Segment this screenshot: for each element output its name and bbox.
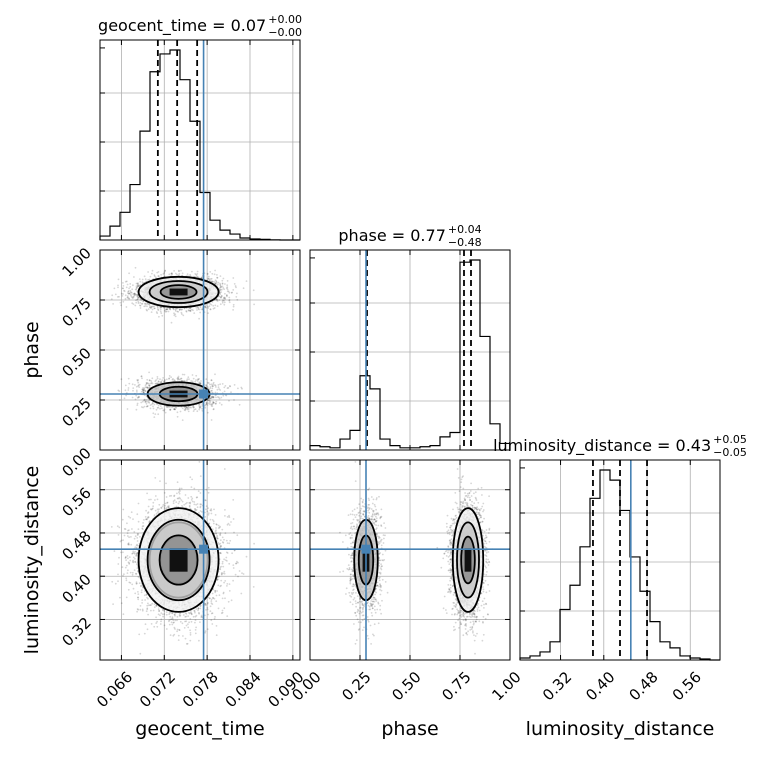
- title-sub-phase: −0.48: [448, 236, 482, 249]
- contour-geocent_time-vs-phase-0-1: [148, 280, 209, 304]
- histogram-geocent_time: [99, 49, 300, 241]
- panel-title-luminosity_distance: luminosity_distance = 0.43 +0.05−0.05: [493, 433, 747, 459]
- panel-frame-phase-vs-luminosity_distance: [309, 459, 511, 661]
- ytick-label-luminosity_distance-0: 0.32: [58, 614, 94, 650]
- contour-geocent_time-vs-phase-0-0: [137, 275, 220, 309]
- panel-frame-geocent_time-vs-luminosity_distance: [99, 459, 301, 661]
- density-peak-geocent_time-vs-luminosity_distance-1: [169, 548, 188, 572]
- contour-geocent_time-vs-luminosity_distance-0-0: [137, 507, 220, 613]
- truth-point-phase-vs-luminosity_distance: [361, 544, 371, 554]
- title-sup-luminosity_distance: +0.05: [713, 433, 747, 446]
- ytick-label-phase-4: 1.00: [58, 244, 94, 280]
- panel-frame-phase: [309, 249, 511, 451]
- title-sub-geocent_time: −0.00: [268, 26, 302, 39]
- truth-point-geocent_time-vs-phase: [199, 389, 209, 399]
- panel-title-geocent_time: geocent_time = 0.07 +0.00−0.00: [98, 13, 302, 39]
- panel-title-phase: phase = 0.77 +0.04−0.48: [338, 223, 481, 249]
- xtick-label-luminosity_distance-1: 0.40: [582, 668, 618, 704]
- xtick-label-geocent_time-2: 0.078: [179, 668, 222, 711]
- ytick-label-phase-1: 0.25: [58, 394, 94, 430]
- xtick-label-geocent_time-3: 0.084: [222, 668, 265, 711]
- xtick-label-luminosity_distance-0: 0.32: [539, 668, 575, 704]
- ytick-label-phase-3: 0.75: [58, 294, 94, 330]
- truth-point-geocent_time-vs-luminosity_distance: [199, 544, 209, 554]
- contour-phase-vs-luminosity_distance-0-0: [451, 507, 485, 613]
- xtick-label-phase-2: 0.50: [388, 668, 424, 704]
- ytick-label-luminosity_distance-2: 0.48: [58, 527, 94, 563]
- x-axis-label-phase: phase: [381, 718, 438, 740]
- ytick-label-luminosity_distance-1: 0.40: [58, 570, 94, 606]
- xtick-label-geocent_time-0: 0.066: [93, 668, 136, 711]
- xtick-label-phase-3: 0.75: [438, 668, 474, 704]
- xtick-label-phase-4: 1.00: [488, 668, 524, 704]
- panel-frame-geocent_time: [99, 39, 301, 241]
- xtick-label-phase-1: 0.25: [338, 668, 374, 704]
- contour-geocent_time-vs-phase-0-2: [159, 284, 198, 300]
- panel-frame-geocent_time-vs-phase: [99, 249, 301, 451]
- ytick-label-luminosity_distance-3: 0.56: [58, 484, 94, 520]
- x-axis-label-luminosity_distance: luminosity_distance: [526, 718, 715, 740]
- panel-frame-luminosity_distance: [519, 459, 721, 661]
- density-peak-phase-vs-luminosity_distance-0: [464, 548, 472, 572]
- y-axis-label-phase: phase: [21, 321, 43, 378]
- title-main-phase: phase = 0.77: [338, 226, 445, 245]
- contour-phase-vs-luminosity_distance-0-2: [460, 535, 476, 585]
- xtick-label-luminosity_distance-3: 0.56: [669, 668, 705, 704]
- density-peak-geocent_time-vs-phase-0: [169, 288, 188, 296]
- y-axis-label-luminosity_distance: luminosity_distance: [21, 466, 43, 655]
- title-sup-phase: +0.04: [448, 223, 482, 236]
- contour-phase-vs-luminosity_distance-0-1: [456, 521, 480, 599]
- xtick-label-luminosity_distance-2: 0.48: [625, 668, 661, 704]
- ytick-label-phase-2: 0.50: [58, 344, 94, 380]
- title-main-geocent_time: geocent_time = 0.07: [98, 16, 266, 36]
- title-sup-geocent_time: +0.00: [268, 13, 302, 26]
- ytick-label-phase-0: 0.00: [58, 444, 94, 480]
- title-sub-luminosity_distance: −0.05: [713, 446, 747, 459]
- x-axis-label-geocent_time: geocent_time: [135, 718, 264, 740]
- contour-geocent_time-vs-luminosity_distance-1-1: [158, 534, 199, 586]
- title-main-luminosity_distance: luminosity_distance = 0.43: [493, 436, 711, 456]
- xtick-label-geocent_time-1: 0.072: [136, 668, 179, 711]
- contour-geocent_time-vs-luminosity_distance-1-0: [146, 518, 211, 602]
